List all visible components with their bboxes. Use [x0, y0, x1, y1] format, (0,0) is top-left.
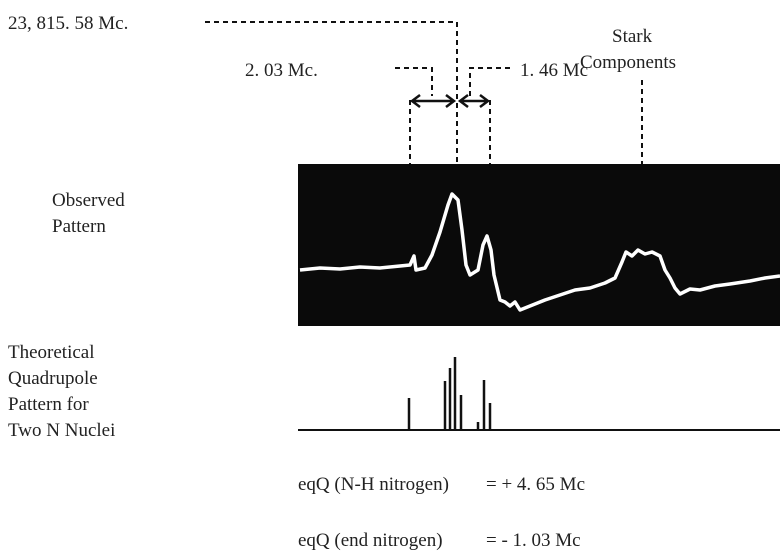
observed-label: Observed [52, 190, 125, 211]
right-splitting: 1. 46 Mc [520, 60, 588, 81]
splitting-arrows [409, 94, 491, 108]
left-leader [395, 67, 433, 96]
oscilloscope-screen [298, 164, 780, 326]
equation-value: = + 4. 65 Mc [486, 474, 585, 495]
theoretical-label: Theoretical [8, 342, 95, 363]
observed-label: Pattern [52, 216, 106, 237]
right-leader [469, 67, 510, 96]
stark-label: Stark [612, 26, 653, 47]
equation-label: eqQ (N-H nitrogen) [298, 474, 449, 495]
arrow-left [409, 94, 457, 108]
center-frequency: 23, 815. 58 Mc. [8, 13, 128, 34]
theoretical-label: Two N Nuclei [8, 420, 115, 441]
equation-label: eqQ (end nitrogen) [298, 530, 443, 551]
theoretical-label: Quadrupole [8, 368, 98, 389]
center-leader [205, 21, 458, 164]
dashed-leaders [205, 21, 643, 164]
observed-trace [299, 192, 780, 312]
arrow-right [457, 94, 491, 108]
theoretical-pattern [298, 357, 780, 431]
stark-label: Components [580, 52, 676, 73]
left-splitting: 2. 03 Mc. [245, 60, 318, 81]
equation-value: = - 1. 03 Mc [486, 530, 581, 551]
theoretical-label: Pattern for [8, 394, 89, 415]
